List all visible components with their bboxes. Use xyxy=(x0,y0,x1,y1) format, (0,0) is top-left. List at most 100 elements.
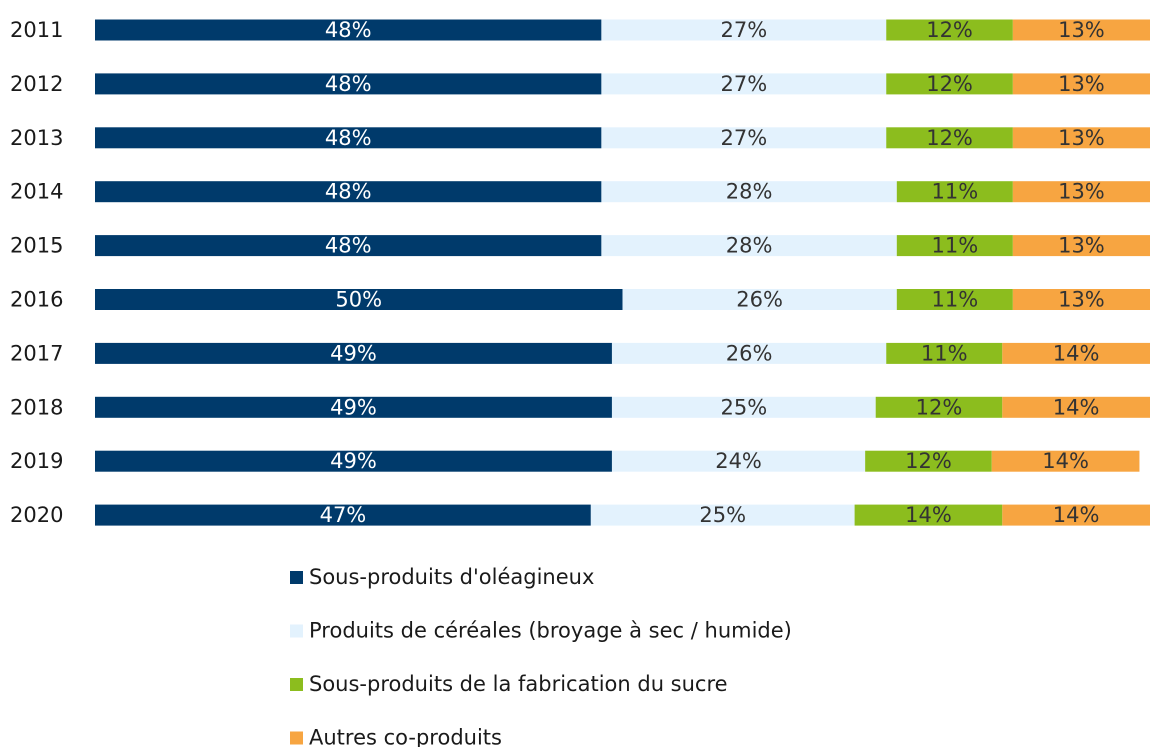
data-label: 11% xyxy=(931,234,978,258)
data-label: 48% xyxy=(325,72,372,96)
bar-segment xyxy=(1012,73,1150,95)
y-tick-label: 2011 xyxy=(10,18,63,42)
bar-segment xyxy=(886,127,1013,149)
bar-segment xyxy=(590,504,855,526)
data-label: 14% xyxy=(1053,341,1100,365)
data-label: 25% xyxy=(699,503,746,527)
data-label: 11% xyxy=(931,288,978,312)
legend-swatch xyxy=(290,571,303,584)
data-label: 27% xyxy=(720,126,767,150)
bar-segment xyxy=(601,181,897,203)
bar-segment xyxy=(886,19,1013,41)
bar-segment xyxy=(886,73,1013,95)
bar-segment xyxy=(896,181,1013,203)
bar-segment xyxy=(611,342,887,364)
y-tick-label: 2018 xyxy=(10,395,63,419)
bar-segment xyxy=(95,235,602,257)
data-label: 49% xyxy=(330,395,377,419)
bar-segment xyxy=(1002,504,1150,526)
data-label: 11% xyxy=(921,341,968,365)
y-tick-label: 2015 xyxy=(10,234,63,258)
bar-segment xyxy=(95,181,602,203)
data-label: 48% xyxy=(325,180,372,204)
bar-segment xyxy=(95,73,602,95)
bar-segment xyxy=(95,342,612,364)
legend-label: Produits de céréales (broyage à sec / hu… xyxy=(309,619,792,643)
data-label: 27% xyxy=(720,72,767,96)
bar-segment xyxy=(865,450,992,472)
bar-segment xyxy=(601,19,887,41)
legend-swatch xyxy=(290,624,303,638)
data-label: 25% xyxy=(720,395,767,419)
data-label: 49% xyxy=(330,449,377,473)
y-tick-label: 2014 xyxy=(10,180,63,204)
bar-segment xyxy=(1012,127,1150,149)
bar-segment xyxy=(896,235,1013,257)
y-tick-label: 2019 xyxy=(10,449,63,473)
bar-segment xyxy=(1002,342,1150,364)
data-label: 47% xyxy=(320,503,367,527)
data-label: 26% xyxy=(726,341,773,365)
data-label: 14% xyxy=(1053,395,1100,419)
data-label: 28% xyxy=(726,180,773,204)
bar-segment xyxy=(95,450,612,472)
y-tick-label: 2013 xyxy=(10,126,63,150)
data-label: 27% xyxy=(720,18,767,42)
data-label: 12% xyxy=(926,18,973,42)
data-label: 13% xyxy=(1058,126,1105,150)
legend-label: Autres co-produits xyxy=(309,726,502,747)
data-label: 12% xyxy=(926,126,973,150)
bar-segment xyxy=(95,396,612,418)
bar-segment xyxy=(95,289,623,310)
data-label: 13% xyxy=(1058,288,1105,312)
data-label: 48% xyxy=(325,18,372,42)
legend-swatch xyxy=(290,731,303,745)
y-tick-label: 2020 xyxy=(10,503,63,527)
y-tick-label: 2012 xyxy=(10,72,63,96)
bar-segment xyxy=(886,342,1003,364)
data-label: 48% xyxy=(325,126,372,150)
bar-segment xyxy=(1012,289,1150,310)
bar-segment xyxy=(611,396,876,418)
bar-segment xyxy=(1012,181,1150,203)
bar-segment xyxy=(601,73,887,95)
data-label: 12% xyxy=(916,395,963,419)
legend-label: Sous-produits de la fabrication du sucre xyxy=(309,672,728,696)
bar-segment xyxy=(896,289,1013,310)
data-label: 12% xyxy=(905,449,952,473)
data-label: 49% xyxy=(330,341,377,365)
bar-segment xyxy=(1012,235,1150,257)
data-label: 28% xyxy=(726,234,773,258)
bar-segment xyxy=(991,450,1140,472)
data-label: 13% xyxy=(1058,72,1105,96)
bar-segment xyxy=(95,504,591,526)
bar-segment xyxy=(1012,19,1150,41)
data-label: 48% xyxy=(325,234,372,258)
data-label: 14% xyxy=(905,503,952,527)
bar-segment xyxy=(622,289,897,310)
data-label: 14% xyxy=(1042,449,1089,473)
data-label: 13% xyxy=(1058,18,1105,42)
y-tick-label: 2017 xyxy=(10,341,63,365)
bar-segment xyxy=(875,396,1003,418)
data-label: 24% xyxy=(715,449,762,473)
bar-segment xyxy=(1002,396,1150,418)
data-label: 14% xyxy=(1053,503,1100,527)
bar-segment xyxy=(601,235,897,257)
y-tick-label: 2016 xyxy=(10,288,63,312)
legend-label: Sous-produits d'oléagineux xyxy=(309,565,594,589)
data-label: 13% xyxy=(1058,180,1105,204)
data-label: 50% xyxy=(335,288,382,312)
data-label: 11% xyxy=(931,180,978,204)
bar-segment xyxy=(95,127,602,149)
bar-segment xyxy=(601,127,887,149)
data-label: 26% xyxy=(736,288,783,312)
data-label: 13% xyxy=(1058,234,1105,258)
bar-segment xyxy=(854,504,1003,526)
data-label: 12% xyxy=(926,72,973,96)
bar-segment xyxy=(611,450,866,472)
legend-swatch xyxy=(290,678,303,691)
bar-segment xyxy=(95,19,602,41)
